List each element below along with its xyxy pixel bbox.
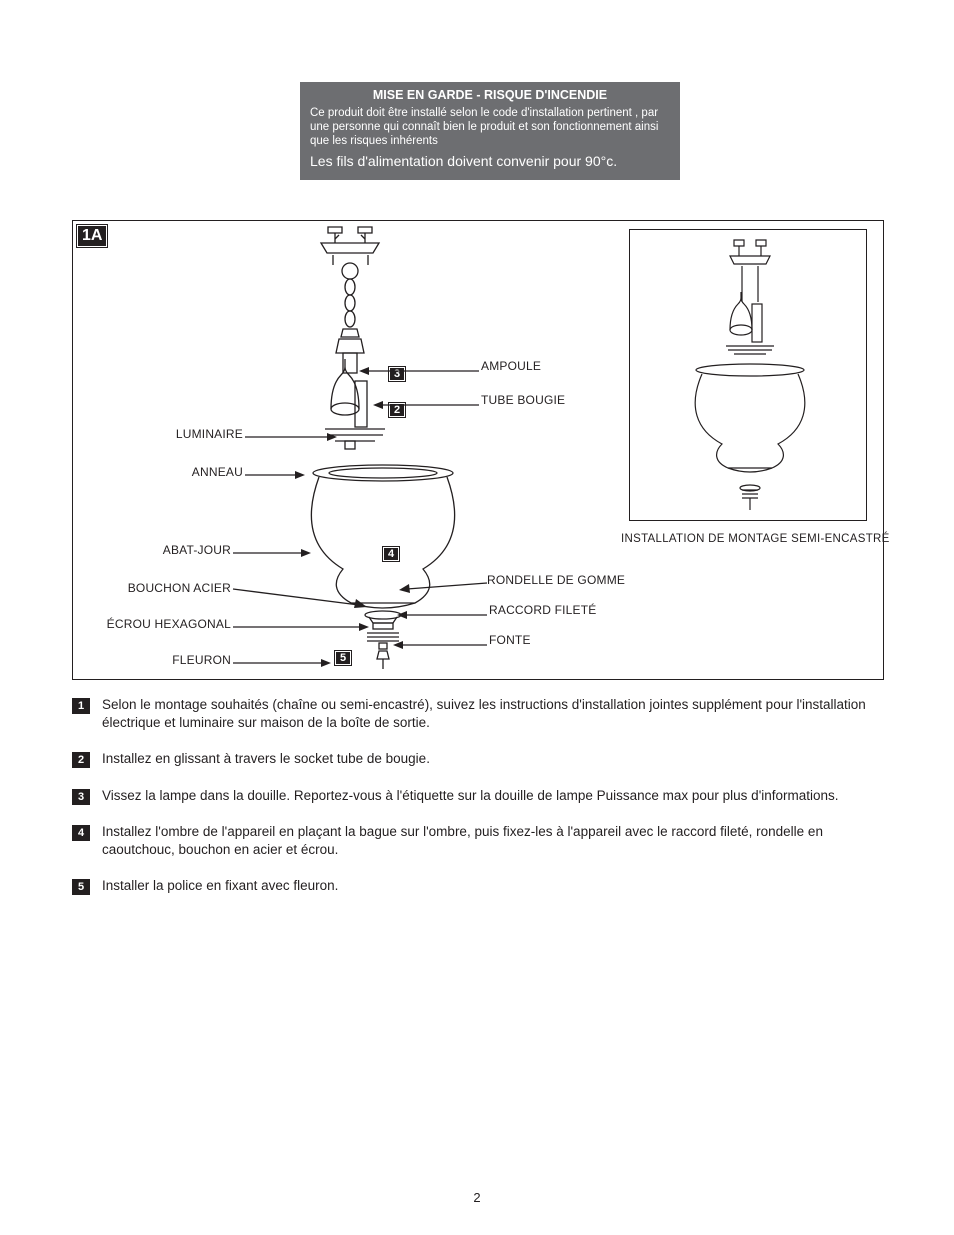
instruction-row: 1 Selon le montage souhaités (chaîne ou … <box>72 696 882 732</box>
instruction-row: 3 Vissez la lampe dans la douille. Repor… <box>72 787 882 805</box>
label-ampoule: AMPOULE <box>481 359 541 373</box>
instruction-text: Installer la police en fixant avec fleur… <box>102 877 882 895</box>
arrow-abat-jour-icon <box>233 547 311 559</box>
label-ecrou-hexagonal: ÉCROU HEXAGONAL <box>53 617 231 631</box>
arrow-ampoule-icon <box>359 365 479 377</box>
label-anneau: ANNEAU <box>133 465 243 479</box>
page: MISE EN GARDE - RISQUE D'INCENDIE Ce pro… <box>0 0 954 1235</box>
instruction-row: 2 Installez en glissant à travers le soc… <box>72 750 882 768</box>
diagram-corner-badge: 1A <box>77 225 107 247</box>
arrow-fonte-icon <box>393 639 489 651</box>
warning-box: MISE EN GARDE - RISQUE D'INCENDIE Ce pro… <box>300 82 680 180</box>
label-bouchon-acier: BOUCHON ACIER <box>83 581 231 595</box>
arrow-anneau-icon <box>245 469 305 481</box>
instruction-number: 1 <box>72 698 90 714</box>
instruction-number: 4 <box>72 825 90 841</box>
label-raccord-filete: RACCORD FILETÉ <box>489 603 596 617</box>
callout-4-badge: 4 <box>383 547 399 561</box>
arrow-rondelle-icon <box>399 579 489 593</box>
instruction-text: Vissez la lampe dans la douille. Reporte… <box>102 787 882 805</box>
page-number: 2 <box>0 1190 954 1205</box>
inset-diagram-icon <box>630 230 866 520</box>
warning-title: MISE EN GARDE - RISQUE D'INCENDIE <box>310 88 670 106</box>
instruction-number: 5 <box>72 879 90 895</box>
warning-wire: Les fils d'alimentation doivent convenir… <box>310 149 670 171</box>
callout-5-badge: 5 <box>335 651 351 665</box>
inset-caption: INSTALLATION DE MONTAGE SEMI-ENCASTRÉ <box>621 533 890 545</box>
arrow-tube-bougie-icon <box>373 399 479 411</box>
arrow-raccord-icon <box>397 609 489 621</box>
label-abat-jour: ABAT-JOUR <box>113 543 231 557</box>
instruction-text: Installez l'ombre de l'appareil en plaça… <box>102 823 882 859</box>
instructions-list: 1 Selon le montage souhaités (chaîne ou … <box>72 696 882 914</box>
label-luminaire: LUMINAIRE <box>133 427 243 441</box>
instruction-row: 5 Installer la police en fixant avec fle… <box>72 877 882 895</box>
instruction-row: 4 Installez l'ombre de l'appareil en pla… <box>72 823 882 859</box>
warning-body: Ce produit doit être installé selon le c… <box>310 106 670 149</box>
instruction-number: 3 <box>72 789 90 805</box>
arrow-bouchon-icon <box>233 585 369 609</box>
label-rondelle-gomme: RONDELLE DE GOMME <box>487 573 625 587</box>
label-fleuron: FLEURON <box>113 653 231 667</box>
arrow-luminaire-icon <box>245 431 337 443</box>
diagram-box: 1A <box>72 220 884 680</box>
arrow-ecrou-icon <box>233 621 369 633</box>
label-fonte: FONTE <box>489 633 531 647</box>
inset-box <box>629 229 867 521</box>
instruction-number: 2 <box>72 752 90 768</box>
arrow-fleuron-icon <box>233 657 331 669</box>
label-tube-bougie: TUBE BOUGIE <box>481 393 565 407</box>
instruction-text: Installez en glissant à travers le socke… <box>102 750 882 768</box>
instruction-text: Selon le montage souhaités (chaîne ou se… <box>102 696 882 732</box>
